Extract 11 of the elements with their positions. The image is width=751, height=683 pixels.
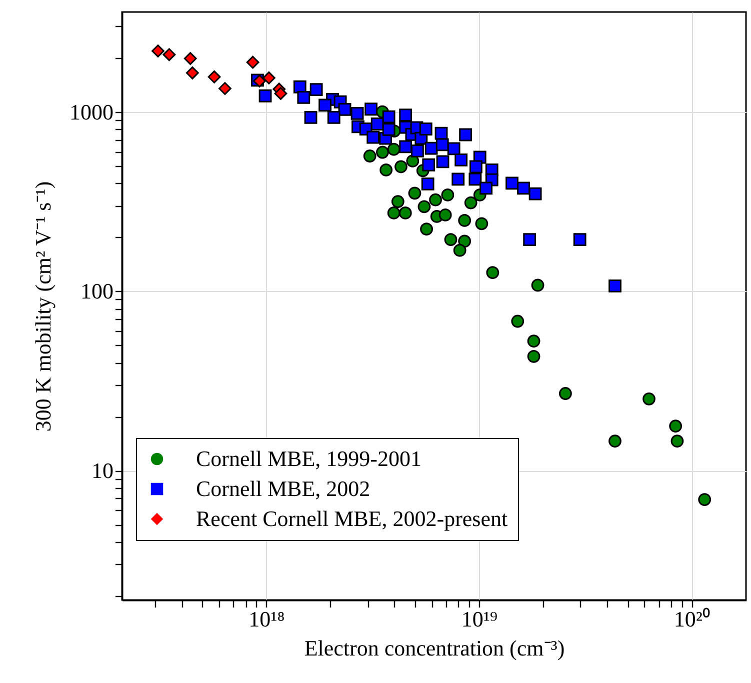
x-tick-label: 10²⁰ (674, 606, 710, 632)
x-axis-title: Electron concentration (cm⁻³) (304, 636, 565, 660)
y-tick-label: 1000 (70, 99, 114, 124)
y-tick-label: 10 (92, 458, 114, 484)
legend-label: Recent Cornell MBE, 2002-present (196, 506, 508, 531)
y-axis-title: 300 K mobility (cm² V⁻¹ s⁻¹) (30, 181, 56, 432)
y-tick-label: 100 (80, 278, 114, 304)
legend-label: Cornell MBE, 2002 (196, 476, 370, 501)
x-tick-label: 10¹⁹ (461, 606, 498, 632)
legend-label: Cornell MBE, 1999-2001 (196, 446, 422, 471)
x-tick-label: 10¹⁸ (248, 606, 285, 632)
